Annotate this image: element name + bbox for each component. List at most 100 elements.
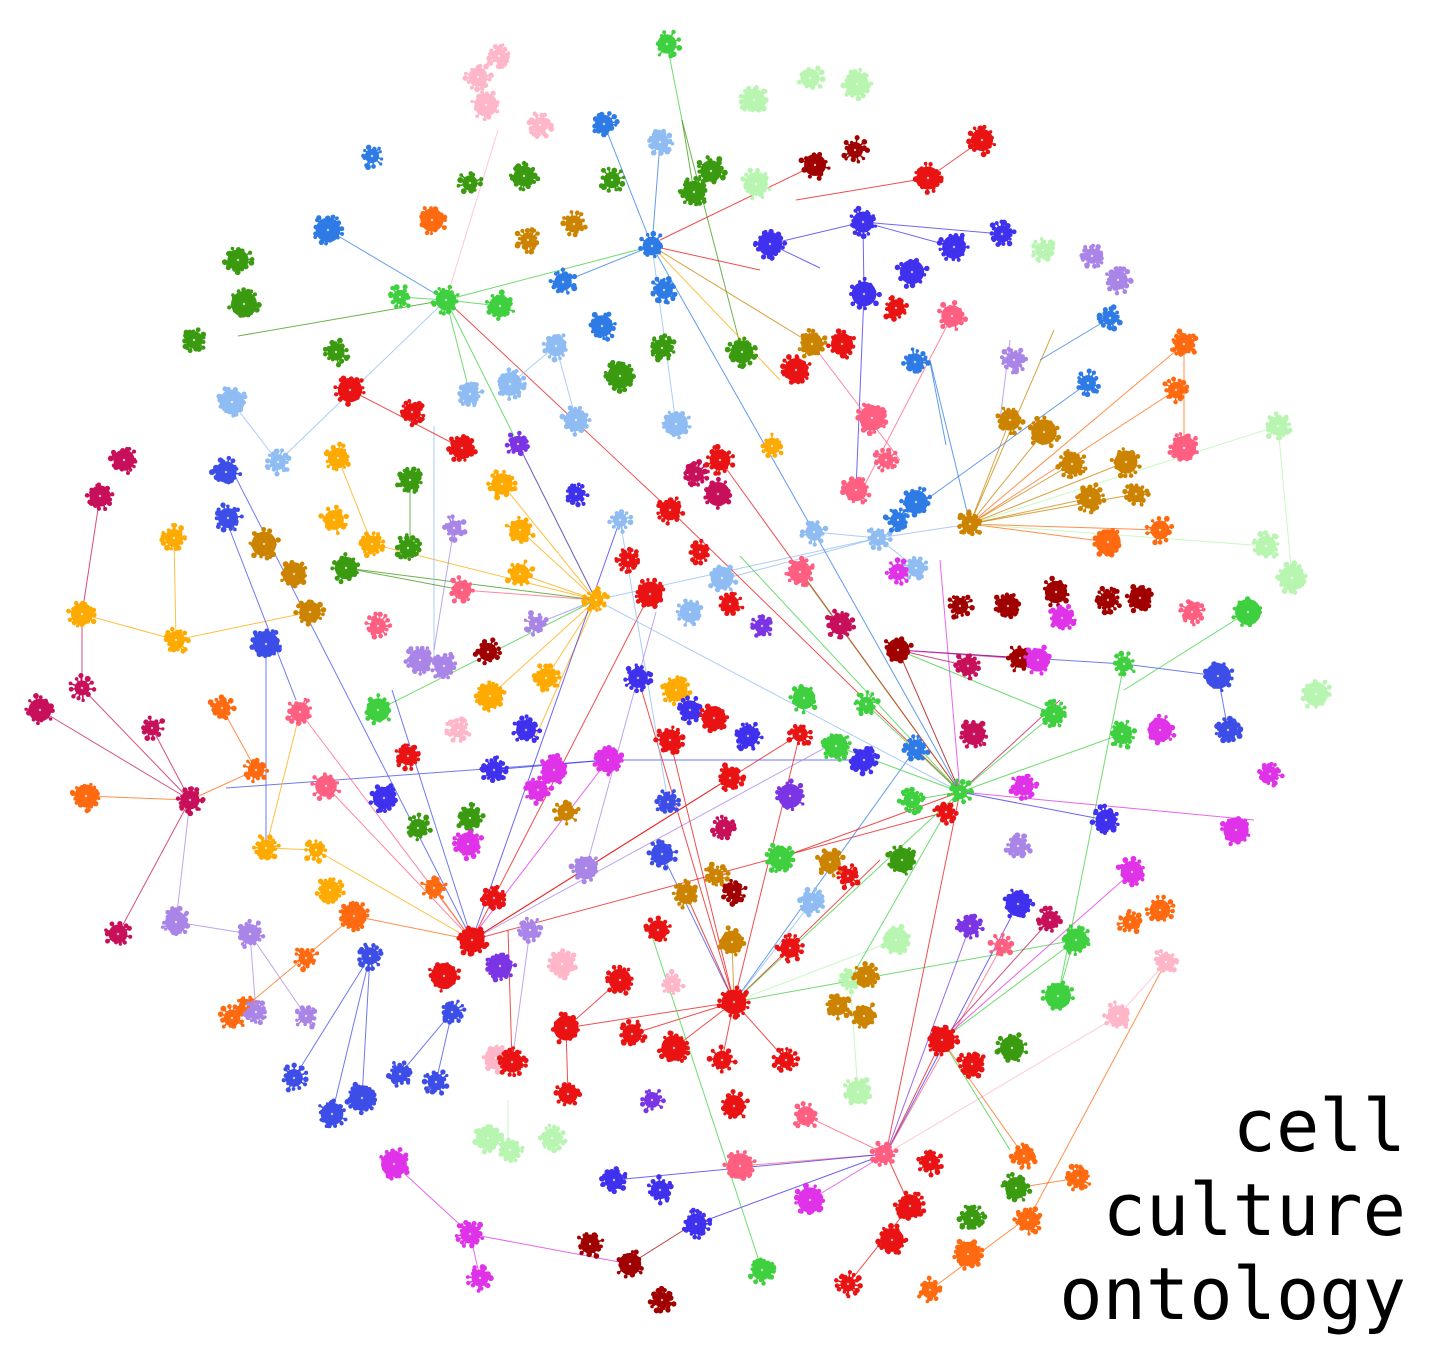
node-cluster <box>883 636 914 664</box>
edge <box>941 919 1051 1041</box>
leaf-node <box>422 206 427 211</box>
leaf-node <box>178 525 184 531</box>
leaf-node <box>280 578 284 583</box>
leaf-node <box>96 482 101 487</box>
leaf-node <box>248 541 252 545</box>
leaf-node <box>605 336 611 342</box>
leaf-node <box>515 231 520 236</box>
leaf-node <box>876 545 882 551</box>
leaf-node <box>1097 500 1102 505</box>
leaf-node <box>1269 416 1276 423</box>
leaf-node <box>1042 415 1047 420</box>
leaf-node <box>723 480 728 484</box>
leaf-node <box>849 140 854 145</box>
leaf-node <box>509 486 515 492</box>
leaf-node <box>1081 454 1087 459</box>
leaf-node <box>537 615 543 621</box>
leaf-node <box>460 519 467 525</box>
leaf-node <box>495 103 499 107</box>
leaf-node <box>903 283 910 289</box>
leaf-node <box>827 631 833 637</box>
leaf-node <box>661 421 666 426</box>
node-cluster <box>84 482 115 512</box>
leaf-node <box>490 637 496 643</box>
leaf-node <box>611 113 617 120</box>
node-cluster <box>430 284 460 316</box>
leaf-node <box>1279 582 1284 587</box>
leaf-node <box>809 564 815 570</box>
leaf-node <box>847 495 853 501</box>
leaf-node <box>79 621 85 628</box>
leaf-node <box>759 614 766 620</box>
leaf-node <box>720 449 724 453</box>
leaf-node <box>645 232 650 237</box>
leaf-node <box>169 626 175 632</box>
leaf-node <box>486 481 491 486</box>
leaf-node <box>222 386 228 392</box>
hub-center-dot <box>408 478 412 482</box>
hub-center-dot <box>838 622 842 626</box>
leaf-node <box>1023 655 1027 659</box>
leaf-node <box>638 245 643 251</box>
leaf-node <box>552 281 557 286</box>
leaf-node <box>652 603 658 609</box>
hub-center-dot <box>1012 358 1016 362</box>
leaf-node <box>546 120 552 126</box>
leaf-node <box>1086 368 1092 374</box>
leaf-node <box>482 660 487 666</box>
leaf-node <box>164 544 170 551</box>
hub-center-dot <box>460 446 464 450</box>
leaf-node <box>1080 459 1085 464</box>
leaf-node <box>841 152 847 159</box>
leaf-node <box>619 180 626 187</box>
leaf-node <box>1110 304 1117 310</box>
leaf-node <box>668 53 674 59</box>
leaf-node <box>903 520 908 525</box>
leaf-node <box>894 637 899 642</box>
leaf-node <box>967 676 972 681</box>
leaf-node <box>427 662 431 667</box>
leaf-node <box>572 432 578 437</box>
hub-center-dot <box>526 238 530 242</box>
hub-center-dot <box>665 42 669 46</box>
leaf-node <box>201 345 206 350</box>
leaf-node <box>920 365 925 370</box>
leaf-node <box>74 677 79 681</box>
leaf-node <box>523 439 529 444</box>
leaf-node <box>628 514 634 520</box>
leaf-node <box>738 93 744 99</box>
leaf-node <box>806 67 811 71</box>
leaf-node <box>803 156 809 161</box>
leaf-node <box>545 335 552 342</box>
leaf-node <box>237 406 244 413</box>
leaf-node <box>324 523 331 530</box>
hub-center-dot <box>740 350 744 354</box>
leaf-node <box>1192 622 1196 627</box>
leaf-node <box>1190 342 1196 348</box>
node-cluster <box>446 433 478 462</box>
leaf-node <box>905 514 910 519</box>
leaf-node <box>559 413 566 420</box>
leaf-node <box>1110 527 1115 532</box>
leaf-node <box>407 557 411 562</box>
node-cluster <box>1042 575 1070 608</box>
leaf-node <box>705 552 710 558</box>
leaf-node <box>43 698 49 704</box>
leaf-node <box>668 138 673 143</box>
leaf-node <box>718 595 724 601</box>
leaf-node <box>951 300 958 306</box>
leaf-node <box>998 423 1005 430</box>
node-cluster <box>683 458 710 488</box>
leaf-node <box>191 329 196 334</box>
edge <box>81 495 101 615</box>
leaf-node <box>924 265 930 272</box>
leaf-node <box>336 236 340 240</box>
leaf-node <box>767 187 772 191</box>
hub-center-dot <box>508 382 512 386</box>
leaf-node <box>899 581 904 586</box>
leaf-node <box>450 514 455 519</box>
leaf-node <box>780 245 785 250</box>
leaf-node <box>768 632 772 637</box>
leaf-node <box>500 373 506 379</box>
leaf-node <box>1097 487 1103 493</box>
